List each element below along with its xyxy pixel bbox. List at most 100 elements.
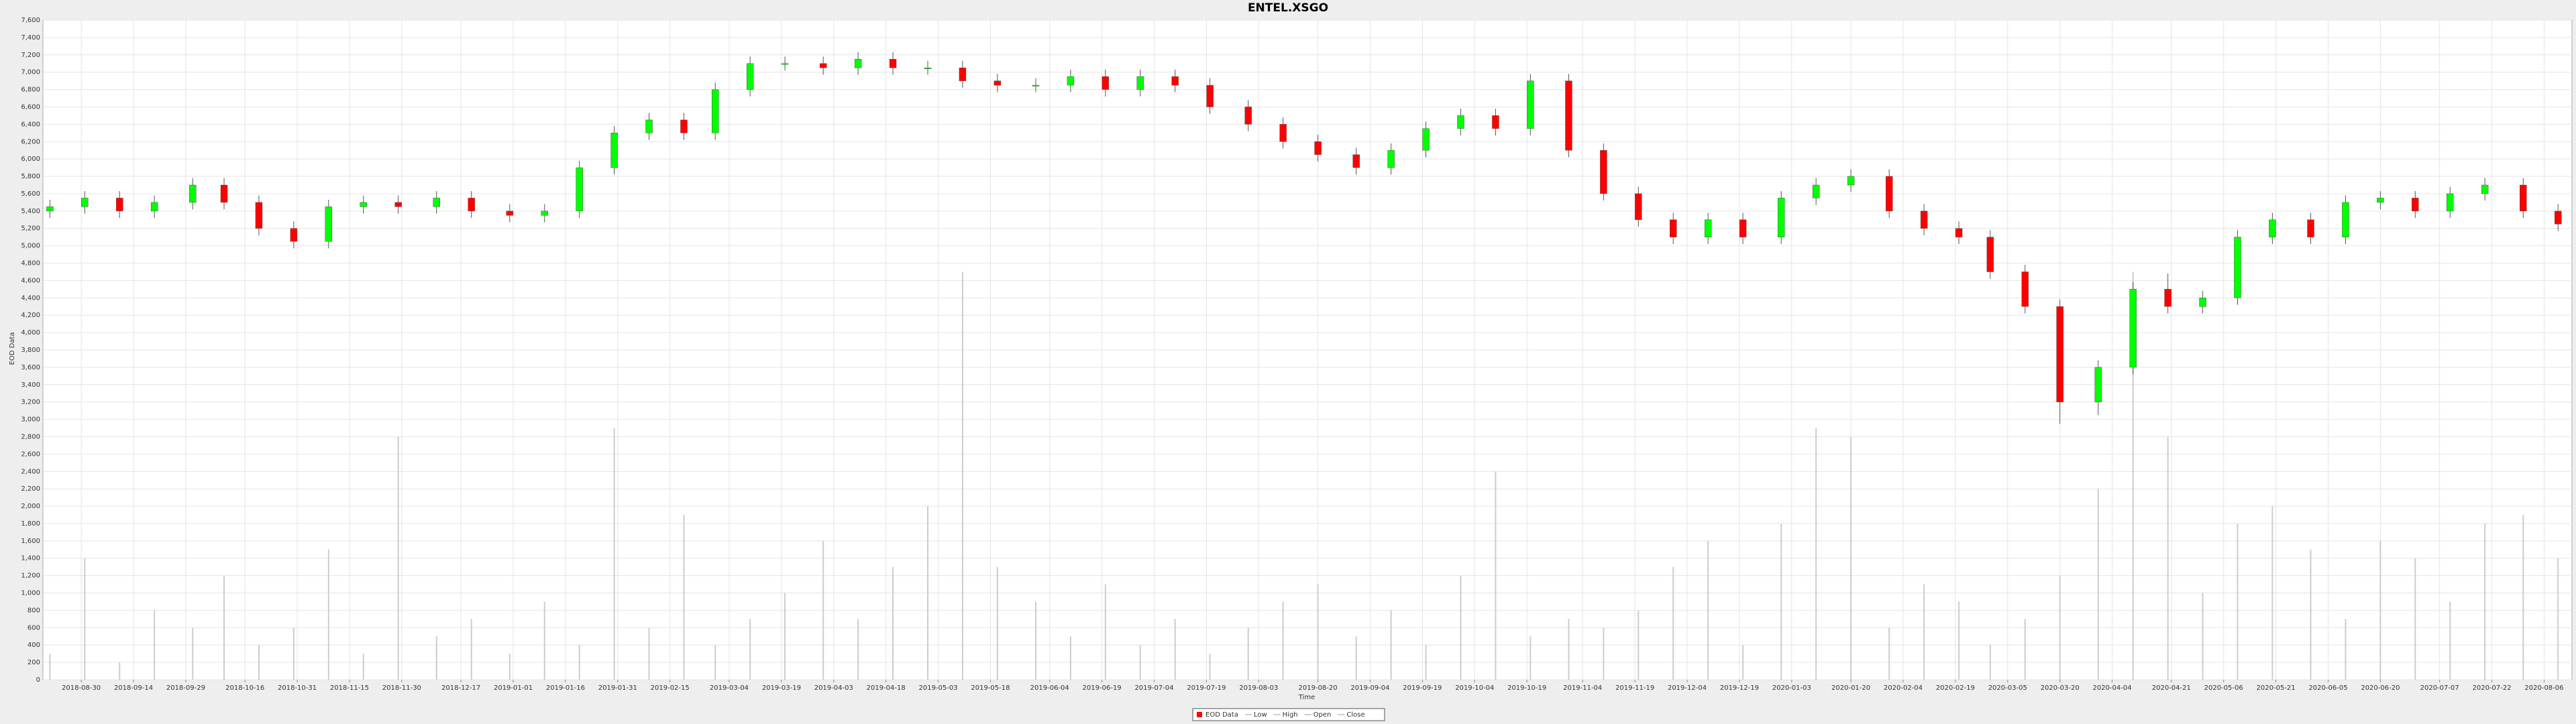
y-tick-label: 600 [28,624,40,631]
candle-body [1669,219,1677,237]
x-tick-label: 2020-02-19 [1936,684,1975,692]
y-tick-label: 7,200 [21,52,40,59]
volume-bar [1460,575,1462,680]
x-tick-label: 2019-12-04 [1668,684,1707,692]
candle-body [711,89,719,133]
candle-body [2094,367,2102,402]
y-tick-label: 4,600 [21,277,40,284]
y-tick-label: 5,400 [21,208,40,215]
candle-body [46,206,54,212]
y-tick-label: 3,600 [21,364,40,371]
x-tick-label: 2020-03-20 [2041,684,2080,692]
x-tick-label: 2020-01-03 [1772,684,1811,692]
x-tick-label: 2019-03-19 [762,684,801,692]
y-tick-label: 4,200 [21,312,40,319]
candle-body [2269,219,2276,237]
volume-bar [1780,523,1782,680]
y-tick-label: 4,000 [21,329,40,337]
candle-body [2234,237,2241,298]
candle-body [115,198,123,212]
volume-bar [1603,627,1605,680]
candle-body [325,206,333,242]
volume-bar [749,619,751,680]
x-tick-label: 2018-12-17 [441,684,480,692]
x-tick-label: 2020-04-21 [2152,684,2191,692]
volume-bar [2132,272,2134,680]
candle-body [576,167,583,212]
x-tick-label: 2019-09-19 [1403,684,1442,692]
volume-bar [1425,645,1427,680]
x-tick-label: 2019-01-01 [494,684,533,692]
volume-bar [1529,636,1532,680]
volume-bar [1104,584,1106,680]
volume-bar [892,566,894,680]
candle-body [1387,149,1395,168]
volume-bar [1495,471,1497,680]
candle-body [1812,184,1820,198]
y-tick-label: 6,400 [21,121,40,128]
volume-bar [49,654,51,680]
candle-body [1171,76,1179,86]
volume-bar [2449,601,2451,680]
candle-body [2342,202,2349,237]
volume-bar [1638,610,1640,680]
y-tick-label: 3,400 [21,381,40,389]
y-tick-label: 400 [28,642,40,649]
x-tick-label: 2018-09-29 [166,684,205,692]
legend-label: EOD Data [1205,711,1238,719]
x-tick-label: 2019-02-15 [651,684,690,692]
x-tick-label: 2019-03-04 [710,684,749,692]
volume-bar [508,654,511,680]
y-tick-label: 6,000 [21,156,40,163]
x-tick-label: 2019-01-31 [598,684,637,692]
legend-box [1192,708,1385,721]
x-tick-label: 2020-07-07 [2420,684,2459,692]
x-tick-label: 2020-08-06 [2524,684,2563,692]
y-tick-label: 5,000 [21,243,40,250]
candle-body [1102,76,1110,90]
volume-bar [1672,566,1674,680]
x-tick-label: 2019-08-20 [1299,684,1338,692]
x-tick-label: 2019-05-03 [918,684,957,692]
volume-bar [1390,610,1392,680]
candle-body [959,67,967,81]
x-tick-label: 2020-06-20 [2361,684,2400,692]
y-tick-label: 4,400 [21,294,40,302]
candle-body [1032,84,1040,86]
candle-body [1244,107,1252,125]
volume-bar [258,645,260,680]
x-tick-label: 2019-12-19 [1720,684,1759,692]
y-tick-label: 5,600 [21,190,40,198]
volume-bar [2484,523,2486,680]
candle-body [854,59,862,68]
y-axis-label: EOD Data [9,333,16,365]
candle-body [189,184,197,203]
x-tick-label: 2020-02-04 [1884,684,1923,692]
candle-body [1527,80,1534,129]
y-tick-label: 7,600 [21,17,40,24]
volume-bar [1888,627,1890,680]
volume-bar [1247,627,1249,680]
legend-swatch [1197,712,1202,717]
x-tick-label: 2019-07-19 [1187,684,1226,692]
candle-body [1492,115,1499,129]
candle-body [610,133,618,168]
y-tick-label: 1,000 [21,590,40,597]
volume-bar [2271,506,2273,680]
candle-body [506,210,514,216]
y-tick-label: 3,800 [21,347,40,354]
volume-bar [784,593,786,680]
candle-body [2021,272,2029,307]
candle-body [1352,154,1360,168]
volume-bar [613,428,615,680]
x-tick-label: 2019-04-03 [814,684,853,692]
candle-body [2129,289,2137,368]
volume-bar [292,627,294,680]
candle-body [1739,219,1747,237]
y-tick-label: 7,000 [21,69,40,76]
candle-body [1279,124,1287,142]
candle-body [1704,219,1712,237]
volume-bar [435,636,437,680]
candle-body [150,202,158,212]
x-tick-label: 2019-10-19 [1507,684,1546,692]
